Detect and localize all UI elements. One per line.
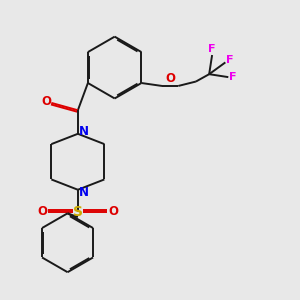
Text: N: N [79, 186, 89, 199]
Text: N: N [79, 125, 89, 138]
Text: O: O [108, 205, 118, 218]
Text: O: O [38, 205, 47, 218]
Text: O: O [165, 72, 175, 85]
Text: F: F [229, 72, 236, 82]
Text: F: F [208, 44, 215, 54]
Text: S: S [73, 205, 83, 219]
Text: F: F [226, 55, 233, 65]
Text: O: O [41, 95, 51, 108]
